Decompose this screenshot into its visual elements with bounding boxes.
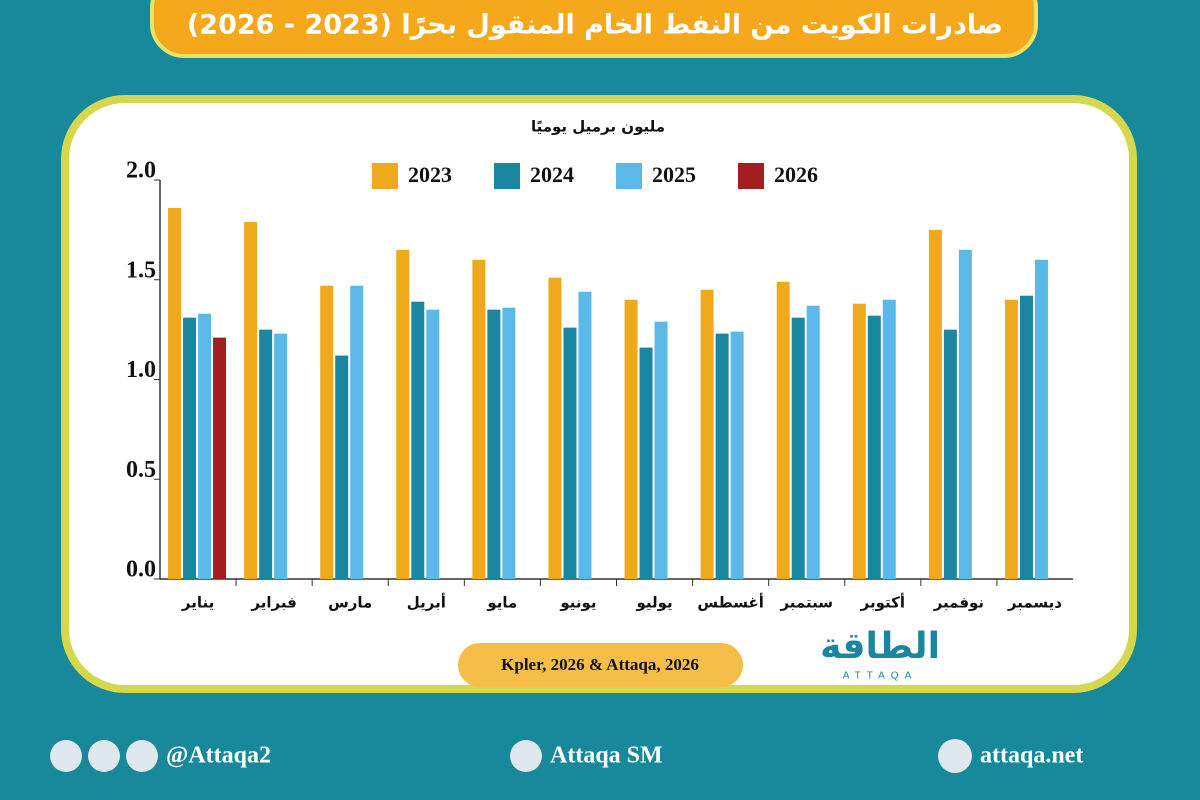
bar <box>654 321 668 579</box>
bar <box>244 221 258 579</box>
legend-label: 2023 <box>408 162 452 187</box>
bar <box>943 329 957 579</box>
bar <box>1019 295 1033 579</box>
bar <box>502 307 516 579</box>
y-axis-label: مليون برميل يوميًا <box>531 118 665 136</box>
bar <box>548 277 562 579</box>
bar <box>730 331 744 579</box>
bar <box>639 347 653 579</box>
legend-label: 2025 <box>652 162 696 187</box>
bar <box>350 285 364 579</box>
bar <box>563 327 577 579</box>
bar <box>168 207 182 579</box>
bar <box>274 333 288 579</box>
legend-swatch <box>372 163 398 189</box>
bar <box>472 259 486 579</box>
x-tick-label: يونيو <box>559 594 596 612</box>
x-tick-label: مارس <box>328 594 372 612</box>
logo-arabic: الطاقة <box>820 626 940 667</box>
website[interactable]: attaqa.net <box>980 743 1083 769</box>
bar <box>198 313 212 579</box>
legend-swatch <box>738 163 764 189</box>
chart-title: صادرات الكويت من النفط الخام المنقول بحر… <box>187 10 1003 41</box>
x-icon[interactable] <box>50 740 82 772</box>
title-banner <box>150 0 1038 58</box>
bar <box>791 317 805 579</box>
x-tick-label: يوليو <box>635 594 672 612</box>
bar <box>426 309 440 579</box>
bar <box>213 337 227 579</box>
bar <box>806 305 820 579</box>
logo-latin: ATTAQA <box>843 671 918 682</box>
bar <box>852 303 866 579</box>
instagram-icon[interactable] <box>88 740 120 772</box>
bar <box>1034 259 1048 579</box>
youtube-channel[interactable]: Attaqa SM <box>550 743 663 769</box>
bar <box>411 301 425 579</box>
bar <box>958 249 972 579</box>
legend-swatch <box>494 163 520 189</box>
x-tick-label: أكتوبر <box>860 593 905 612</box>
y-tick-label: 1.5 <box>126 257 156 283</box>
x-tick-label: سبتمبر <box>779 594 833 612</box>
x-tick-label: أغسطس <box>697 593 763 612</box>
bar <box>867 315 881 579</box>
bar <box>1004 299 1018 579</box>
x-tick-label: فبراير <box>250 594 296 612</box>
legend-swatch <box>616 163 642 189</box>
y-tick-label: 2.0 <box>126 158 156 184</box>
bar <box>928 229 942 579</box>
bar <box>259 329 273 579</box>
x-tick-label: أبريل <box>407 593 446 612</box>
bar <box>715 333 729 579</box>
x-tick-label: نوفمبر <box>933 594 984 612</box>
youtube-icon[interactable] <box>510 740 542 772</box>
source-pill <box>458 643 743 687</box>
bar <box>183 317 197 579</box>
x-tick-label: يناير <box>181 594 214 612</box>
source: Kpler, 2026 & Attaqa, 2026 <box>501 655 699 674</box>
bar <box>882 299 896 579</box>
x-tick-label: ديسمبر <box>1007 594 1062 612</box>
y-tick-label: 0.5 <box>126 457 156 483</box>
bar <box>700 289 714 579</box>
web-icon[interactable] <box>938 739 972 773</box>
bar <box>776 281 790 579</box>
bar <box>335 355 349 579</box>
bar <box>624 299 638 579</box>
x-tick-label: مايو <box>486 594 517 612</box>
facebook-icon[interactable] <box>126 740 158 772</box>
bar <box>320 285 334 579</box>
bar <box>578 291 592 579</box>
legend-label: 2024 <box>530 162 574 187</box>
legend-label: 2026 <box>774 162 818 187</box>
bar <box>487 309 501 579</box>
bar <box>396 249 410 579</box>
social-handle[interactable]: @Attaqa2 <box>166 743 271 769</box>
y-tick-label: 0.0 <box>126 557 156 583</box>
y-tick-label: 1.0 <box>126 357 156 383</box>
